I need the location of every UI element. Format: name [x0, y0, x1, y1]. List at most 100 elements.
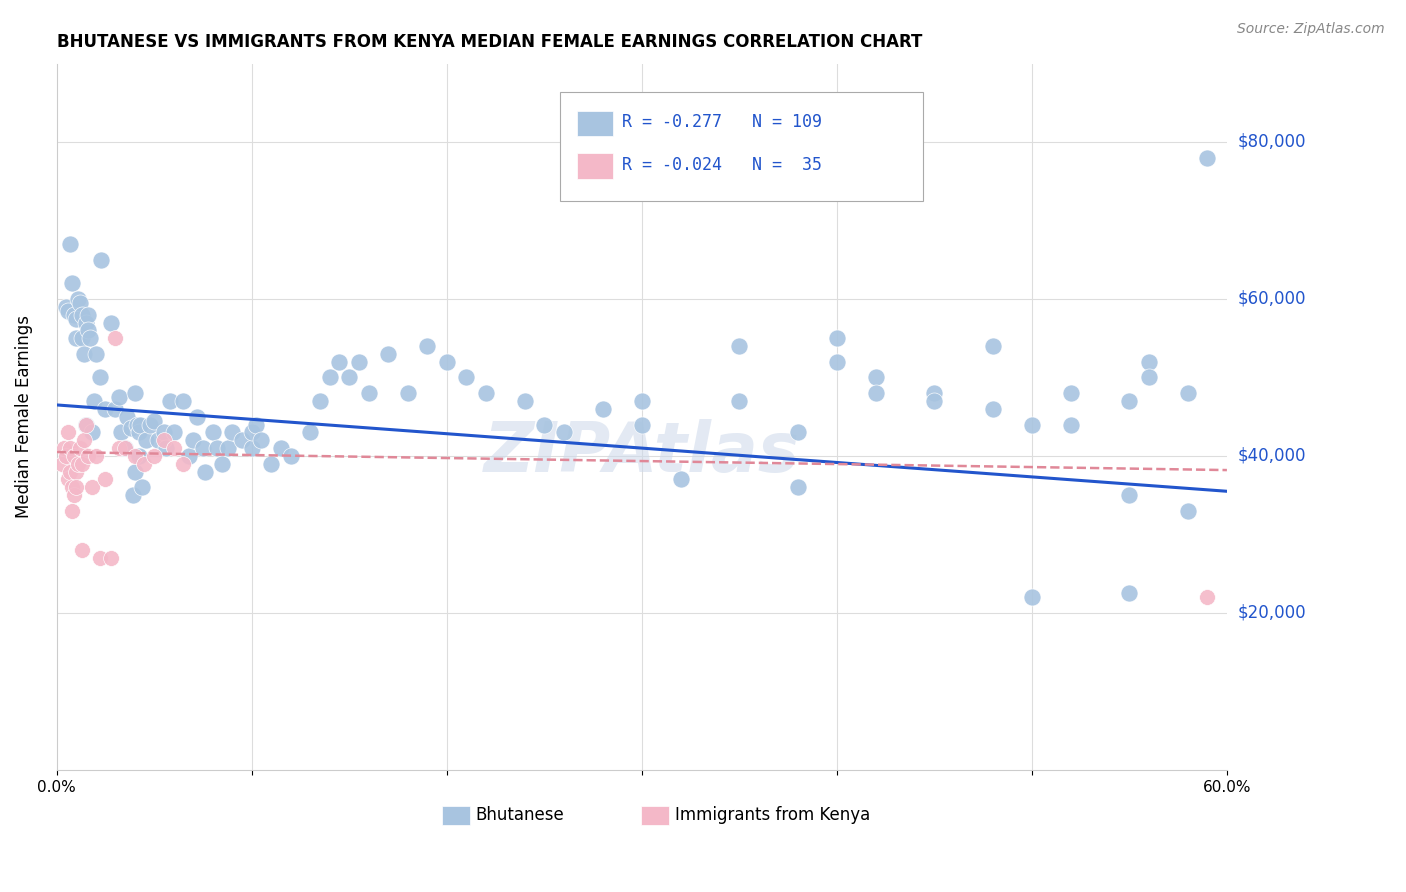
Point — [456, 370, 478, 384]
Point — [318, 370, 340, 384]
Point — [1060, 386, 1083, 401]
Point — [125, 417, 148, 432]
Point — [115, 409, 138, 424]
Point — [221, 425, 243, 440]
Point — [104, 331, 127, 345]
Point — [231, 434, 253, 448]
Point — [865, 370, 887, 384]
Point — [67, 292, 90, 306]
Point — [59, 465, 82, 479]
FancyBboxPatch shape — [578, 111, 613, 136]
Point — [79, 331, 101, 345]
Point — [104, 401, 127, 416]
Point — [73, 434, 96, 448]
Point — [108, 441, 131, 455]
Point — [134, 457, 156, 471]
Point — [865, 386, 887, 401]
Point — [981, 339, 1004, 353]
Point — [299, 425, 322, 440]
FancyBboxPatch shape — [560, 92, 922, 202]
Point — [60, 480, 83, 494]
Point — [436, 355, 458, 369]
Point — [630, 394, 652, 409]
Point — [513, 394, 536, 409]
Point — [100, 551, 122, 566]
Point — [60, 504, 83, 518]
Point — [924, 386, 946, 401]
Point — [1197, 151, 1219, 165]
Point — [80, 480, 103, 494]
Point — [245, 417, 267, 432]
Point — [1137, 355, 1160, 369]
Text: BHUTANESE VS IMMIGRANTS FROM KENYA MEDIAN FEMALE EARNINGS CORRELATION CHART: BHUTANESE VS IMMIGRANTS FROM KENYA MEDIA… — [56, 33, 922, 51]
Point — [65, 331, 87, 345]
Text: $60,000: $60,000 — [1239, 290, 1306, 308]
Point — [825, 331, 848, 345]
Point — [1118, 488, 1140, 502]
Point — [63, 308, 86, 322]
Text: ZIPAtlas: ZIPAtlas — [484, 418, 800, 485]
Point — [260, 457, 283, 471]
Point — [69, 441, 91, 455]
Point — [194, 465, 217, 479]
Point — [357, 386, 380, 401]
Point — [1197, 591, 1219, 605]
Point — [131, 480, 153, 494]
Point — [53, 441, 76, 455]
Point — [124, 386, 146, 401]
FancyBboxPatch shape — [578, 153, 613, 178]
Point — [73, 347, 96, 361]
Point — [114, 441, 136, 455]
Point — [63, 488, 86, 502]
Point — [69, 296, 91, 310]
Point — [75, 417, 97, 432]
Point — [146, 434, 169, 448]
Point — [1137, 370, 1160, 384]
Point — [280, 449, 302, 463]
Point — [100, 316, 122, 330]
Text: R = -0.024   N =  35: R = -0.024 N = 35 — [621, 155, 823, 174]
Point — [58, 473, 80, 487]
Point — [108, 390, 131, 404]
Text: Bhutanese: Bhutanese — [475, 806, 564, 824]
Point — [630, 417, 652, 432]
Point — [55, 300, 77, 314]
Point — [59, 441, 82, 455]
Point — [728, 394, 751, 409]
Point — [110, 425, 132, 440]
Point — [186, 409, 208, 424]
Point — [76, 308, 98, 322]
Point — [70, 331, 93, 345]
Point — [270, 441, 292, 455]
Point — [63, 449, 86, 463]
FancyBboxPatch shape — [441, 806, 470, 825]
Point — [162, 425, 184, 440]
Point — [59, 237, 82, 252]
Point — [128, 425, 150, 440]
Point — [592, 401, 614, 416]
Point — [124, 449, 146, 463]
Point — [60, 277, 83, 291]
Point — [728, 339, 751, 353]
Point — [1021, 417, 1043, 432]
Point — [1177, 386, 1199, 401]
Point — [669, 473, 692, 487]
Point — [201, 425, 224, 440]
Point — [205, 441, 228, 455]
Point — [84, 449, 107, 463]
Point — [347, 355, 370, 369]
Point — [153, 434, 176, 448]
Point — [94, 401, 117, 416]
Point — [75, 316, 97, 330]
Point — [217, 441, 239, 455]
Point — [89, 551, 111, 566]
Point — [128, 449, 150, 463]
Point — [240, 425, 263, 440]
Point — [159, 394, 181, 409]
Y-axis label: Median Female Earnings: Median Female Earnings — [15, 315, 32, 518]
Point — [155, 441, 177, 455]
Point — [786, 425, 808, 440]
Point — [179, 449, 201, 463]
Point — [553, 425, 575, 440]
Point — [1118, 394, 1140, 409]
